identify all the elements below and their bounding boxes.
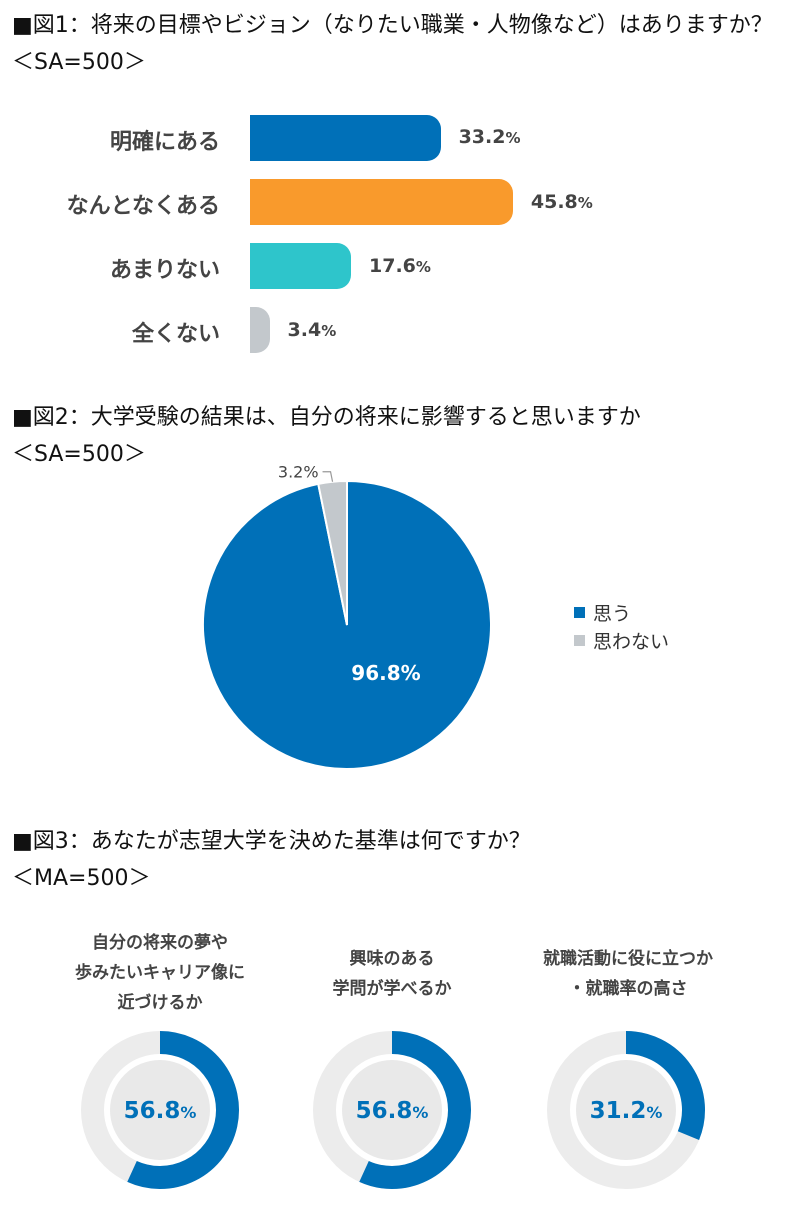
donut-value-2: 31.2%	[590, 1098, 663, 1124]
pie-legend: 思う 思わない	[574, 598, 669, 654]
donut-caption-2: 就職活動に役に立つか ・就職率の高さ	[508, 944, 748, 1004]
donut-value-1: 56.8%	[356, 1098, 429, 1124]
fig3-sample-size: ＜MA=500＞	[12, 866, 151, 891]
donut-chart-1: 56.8%	[313, 1031, 471, 1189]
donut-caption-2-line-1: ・就職率の高さ	[568, 979, 688, 999]
donut-arc-0	[127, 1031, 239, 1189]
donut-caption-0-line-0: 自分の将来の夢や	[92, 933, 228, 953]
donut-chart-0: 56.8%	[81, 1031, 239, 1189]
legend-swatch-1	[574, 634, 585, 646]
fig1-sample-size: ＜SA=500＞	[12, 50, 146, 75]
fig2-pie-chart: 96.8% 3.2%	[202, 463, 492, 770]
donut-caption-1: 興味のある 学問が学べるか	[272, 944, 512, 1004]
fig1-title: ■図1：将来の目標やビジョン（なりたい職業・人物像など）はありますか？	[12, 13, 773, 38]
bar-label-0: 明確にある	[109, 130, 220, 155]
donut-caption-0: 自分の将来の夢や 歩みたいキャリア像に 近づけるか	[40, 928, 280, 1018]
donut-value-0: 56.8%	[124, 1098, 197, 1124]
legend-item-1: 思わない	[574, 626, 669, 654]
fig2-title: ■図2：大学受験の結果は、自分の将来に影響すると思いますか	[12, 405, 641, 430]
bar-value-3: 3.4%	[287, 319, 337, 341]
bar-0	[250, 115, 441, 161]
pie-leader-line	[322, 471, 334, 482]
donut-chart-2: 31.2%	[547, 1031, 705, 1189]
donut-arc-2	[625, 1031, 705, 1140]
donut-caption-1-line-1: 学問が学べるか	[332, 979, 452, 999]
legend-label-0: 思う	[593, 602, 632, 625]
donut-arc-1	[359, 1031, 471, 1189]
pie-label-0: 96.8%	[351, 661, 420, 685]
bar-value-2: 17.6%	[369, 255, 431, 277]
pie-slice-1	[317, 479, 348, 626]
bar-label-2: あまりない	[109, 258, 220, 283]
legend-item-0: 思う	[574, 598, 669, 626]
pie-label-1: 3.2%	[278, 463, 319, 482]
pie-slice-0	[202, 479, 492, 770]
donut-caption-1-line-0: 興味のある	[349, 949, 435, 969]
legend-swatch-0	[574, 606, 585, 618]
donut-caption-0-line-2: 近づけるか	[117, 993, 203, 1013]
donut-center-2	[576, 1060, 676, 1160]
bar-value-0: 33.2%	[458, 126, 521, 148]
legend-label-1: 思わない	[593, 630, 670, 653]
bar-label-1: なんとなくある	[66, 194, 220, 219]
donut-center-1	[342, 1060, 442, 1160]
donut-caption-2-line-0: 就職活動に役に立つか	[543, 949, 713, 969]
bar-3	[250, 307, 270, 353]
bar-1	[250, 179, 513, 225]
bar-value-1: 45.8%	[530, 191, 593, 213]
fig3-title: ■図3：あなたが志望大学を決めた基準は何ですか？	[12, 829, 531, 854]
bar-label-3: 全くない	[131, 322, 220, 347]
donut-center-0	[110, 1060, 210, 1160]
fig2-sample-size: ＜SA=500＞	[12, 442, 146, 467]
fig3-donut-charts: 56.8% 56.8% 31.2%	[81, 1031, 705, 1189]
donut-caption-0-line-1: 歩みたいキャリア像に	[75, 963, 245, 983]
bar-2	[250, 243, 352, 289]
